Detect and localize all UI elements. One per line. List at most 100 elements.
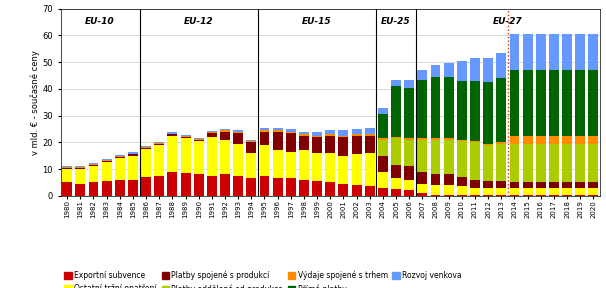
Bar [575,194,585,196]
Bar [496,188,506,194]
Bar [457,187,467,194]
Bar [391,189,401,196]
Bar [483,188,493,194]
Bar [351,134,362,136]
Bar [483,194,493,196]
Bar [299,150,309,180]
Bar [102,159,112,160]
Bar [549,136,559,144]
Bar [128,180,138,196]
Bar [167,132,178,134]
Bar [339,136,348,137]
Bar [522,70,533,136]
Bar [549,188,559,194]
Bar [575,136,585,144]
Bar [62,166,72,167]
Bar [536,183,545,188]
Bar [510,183,519,188]
Bar [141,147,151,148]
Text: EU-10: EU-10 [85,17,115,26]
Bar [62,169,72,183]
Bar [247,153,256,179]
Bar [62,167,72,168]
Bar [128,156,138,180]
Bar [391,137,401,138]
Bar [418,140,427,172]
Bar [102,161,112,162]
Bar [233,132,243,133]
Bar [549,34,559,70]
Bar [444,185,454,194]
Bar [312,153,322,181]
Bar [194,175,204,196]
Bar [457,141,467,177]
Bar [351,185,362,196]
Bar [418,172,427,184]
Bar [220,132,230,140]
Bar [233,144,243,176]
Bar [339,156,348,184]
Bar [575,188,585,194]
Bar [510,144,519,183]
Bar [207,131,217,132]
Bar [273,132,282,150]
Bar [510,136,519,144]
Bar [247,142,256,153]
Bar [155,144,164,145]
Bar [273,179,282,196]
Bar [259,130,270,132]
Bar [128,154,138,156]
Bar [325,130,335,134]
Bar [220,140,230,175]
Bar [273,128,282,130]
Bar [181,138,190,173]
Bar [536,70,545,136]
Bar [431,77,441,138]
Bar [259,145,270,176]
Bar [588,194,598,196]
Bar [378,140,388,156]
Bar [404,166,414,180]
Bar [496,78,506,142]
Bar [141,177,151,196]
Bar [273,150,282,179]
Bar [536,136,545,144]
Bar [522,144,533,183]
Bar [167,134,178,136]
Bar [365,134,375,136]
Bar [273,130,282,132]
Bar [483,181,493,188]
Bar [299,180,309,196]
Bar [470,188,480,194]
Bar [522,34,533,70]
Bar [470,58,480,81]
Bar [457,81,467,140]
Bar [418,184,427,193]
Bar [391,138,401,165]
Bar [575,183,585,188]
Bar [365,153,375,187]
Bar [431,138,441,140]
Bar [115,158,125,180]
Bar [404,190,414,196]
Bar [510,34,519,70]
Bar [75,184,85,196]
Bar [378,188,388,196]
Bar [391,179,401,189]
Bar [522,188,533,194]
Bar [102,162,112,181]
Bar [444,77,454,138]
Bar [312,136,322,137]
Bar [207,132,217,133]
Bar [351,154,362,185]
Bar [365,136,375,153]
Bar [562,188,572,194]
Bar [259,132,270,145]
Bar [88,163,98,164]
Bar [470,194,480,196]
Bar [588,70,598,136]
Bar [351,129,362,134]
Bar [102,160,112,161]
Bar [562,136,572,144]
Bar [549,194,559,196]
